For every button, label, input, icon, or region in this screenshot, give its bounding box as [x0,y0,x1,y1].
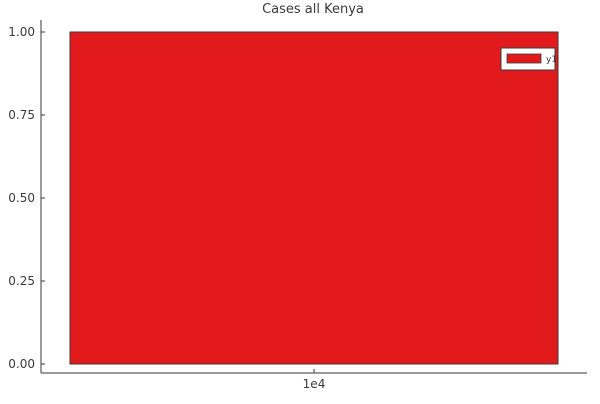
bars-layer [69,31,559,365]
y-ticks-layer: 0.00 0.25 0.50 0.75 1.00 [8,25,45,371]
legend-label-y1: y1 [546,55,557,65]
x-tick-label: 1e4 [303,377,326,391]
bar-y1-1e4 [69,31,559,365]
legend: y1 [500,47,557,71]
y-tick-label: 1.00 [8,25,35,39]
y-tick-label: 0.75 [8,108,35,122]
y-tick-label: 0.25 [8,274,35,288]
x-ticks-layer: 1e4 [303,369,326,391]
chart-title: Cases all Kenya [262,2,364,17]
y-tick-label: 0.00 [8,357,35,371]
y-tick-label: 0.50 [8,191,35,205]
legend-swatch-y1 [506,53,542,64]
